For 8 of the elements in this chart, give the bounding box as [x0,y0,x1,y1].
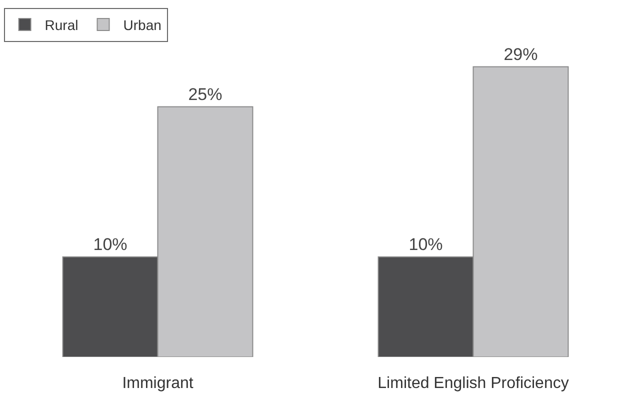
data-label: 25% [188,84,222,104]
legend-label: Rural [44,16,78,33]
legend-label: Urban [123,16,162,33]
data-label: 29% [504,44,538,64]
data-label: 10% [408,234,443,254]
x-tick-label: Limited English Proficiency [378,375,569,392]
x-tick-label: Immigrant [122,375,194,392]
data-label: 10% [93,234,128,254]
